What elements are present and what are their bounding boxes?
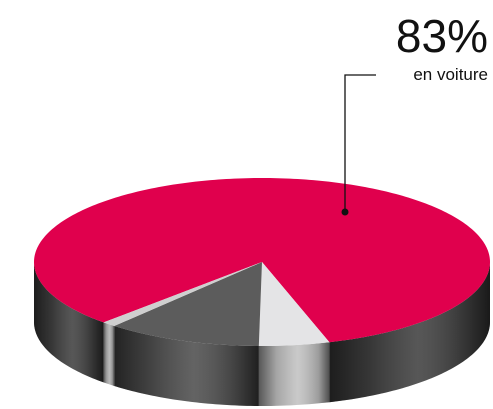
pie-sides — [34, 262, 490, 406]
pie-side-shade — [329, 262, 490, 403]
pie-side-shade — [258, 342, 330, 406]
category-label: en voiture — [413, 65, 488, 84]
value-label: 83% — [396, 10, 488, 62]
pie-slice — [103, 262, 263, 326]
pie-slice — [258, 262, 330, 346]
pie-side-shade — [34, 262, 104, 383]
leader-dot — [341, 208, 349, 216]
pie-slice — [34, 178, 490, 343]
leader-line — [344, 74, 376, 212]
pie-side-shade — [114, 325, 259, 406]
pie-slice — [114, 262, 262, 346]
pie-tops — [34, 178, 490, 346]
pie-side-shade — [103, 322, 115, 386]
